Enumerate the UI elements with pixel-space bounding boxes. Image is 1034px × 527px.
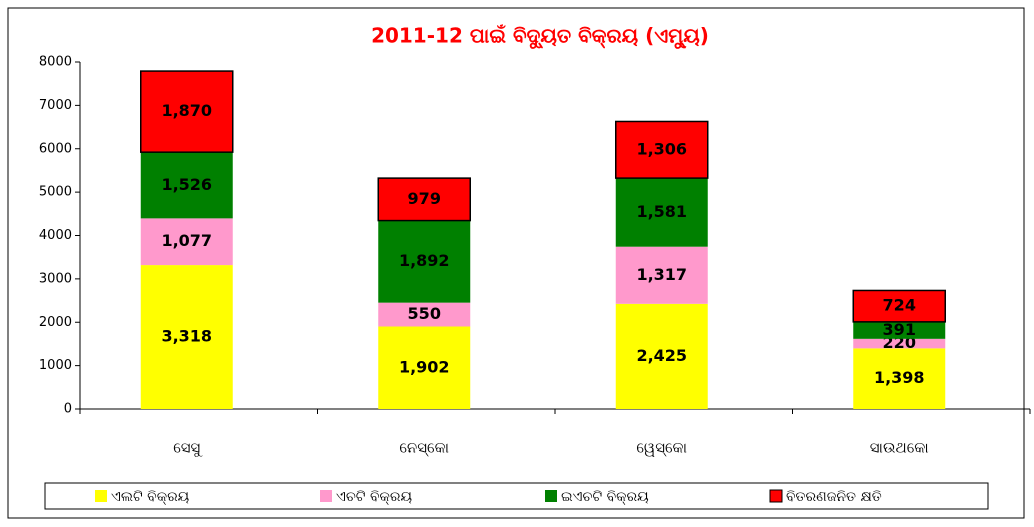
bar-segment: [852, 289, 946, 323]
value-label: 1,077: [161, 231, 212, 250]
value-label: 724: [883, 296, 916, 315]
legend-label: ଇଏଚଟି ବିକ୍ରୟ: [561, 489, 649, 505]
bar-segment: [140, 218, 233, 266]
bar-segment: [853, 321, 946, 339]
value-label: 1,317: [636, 265, 687, 284]
y-tick-label: 0: [64, 402, 72, 417]
y-tick-label: 7000: [39, 98, 72, 113]
y-tick-label: 1000: [39, 358, 72, 373]
y-tick-label: 3000: [39, 271, 72, 286]
x-tick-label: ନେସ୍କୋ: [399, 439, 449, 457]
x-tick-label: ସାଉଥକୋ: [870, 439, 929, 457]
bar-segment: [615, 120, 709, 179]
value-label: 391: [883, 320, 916, 339]
legend-swatch: [95, 490, 107, 502]
value-label: 1,581: [636, 202, 687, 221]
bar-segment: [140, 70, 234, 153]
bar-segment: [615, 246, 708, 304]
legend-label: ବିତରଣଜନିତ କ୍ଷତି: [786, 489, 882, 505]
value-label: 1,870: [161, 101, 212, 120]
bar-segment: [853, 348, 946, 409]
x-tick-label: ୱେସ୍କୋ: [636, 439, 687, 457]
legend-swatch: [769, 489, 783, 503]
y-tick-label: 5000: [39, 185, 72, 200]
value-label: 1,902: [399, 357, 450, 376]
x-tick-label: ସେସୁ: [173, 439, 202, 457]
y-tick-label: 4000: [39, 228, 72, 243]
value-label: 2,425: [636, 346, 687, 365]
bar-segment: [377, 177, 471, 222]
value-label: 1,892: [399, 251, 450, 270]
bar-segment: [615, 303, 708, 409]
legend-label: ଏଲଟି ବିକ୍ରୟ: [111, 489, 189, 505]
bar-segment: [615, 178, 708, 247]
bar-segment: [378, 220, 471, 303]
value-label: 1,526: [161, 175, 212, 194]
y-tick-label: 8000: [39, 55, 72, 70]
bar-segment: [378, 326, 471, 409]
chart-title: 2011-12 ପାଇଁ ବିଦ୍ୟୁତ ବିକ୍ରୟ (ଏମ୍ୟୁ): [371, 24, 709, 50]
value-label: 550: [408, 304, 441, 323]
value-label: 1,306: [636, 139, 687, 158]
legend-swatch: [545, 490, 557, 502]
legend-label: ଏଚଟି ବିକ୍ରୟ: [336, 489, 412, 505]
value-label: 979: [408, 189, 441, 208]
bar-segment: [140, 265, 233, 409]
bar-segment: [140, 152, 233, 219]
bar-segment: [378, 302, 471, 327]
legend-box: [44, 482, 989, 510]
value-label: 1,398: [874, 368, 925, 387]
legend-swatch: [320, 490, 332, 502]
y-tick-label: 2000: [39, 315, 72, 330]
y-tick-label: 6000: [39, 141, 72, 156]
value-label: 3,318: [161, 327, 212, 346]
bar-segment: [853, 338, 946, 349]
